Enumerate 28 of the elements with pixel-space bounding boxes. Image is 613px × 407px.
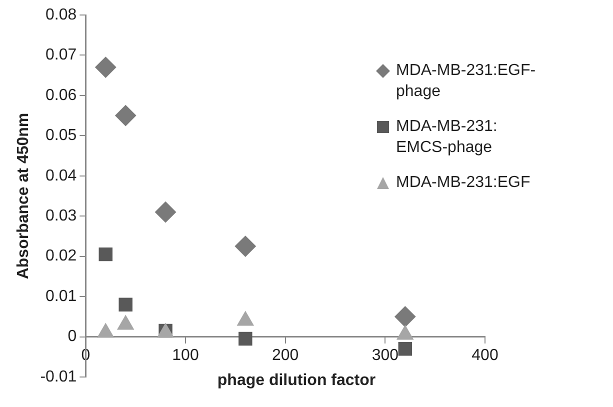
- point: [394, 306, 416, 328]
- x-tick-label: 400: [472, 346, 498, 364]
- x-axis-title: phage dilution factor: [216, 372, 377, 390]
- y-tick-label: 0.06: [46, 86, 77, 104]
- y-tick-label: 0.07: [46, 46, 77, 64]
- y-axis-title: Absorbance at 450nm: [15, 112, 32, 280]
- point: [98, 247, 112, 262]
- point: [95, 56, 116, 78]
- y-tick-label: -0.01: [40, 368, 77, 386]
- y-tick-label: 0.04: [46, 167, 77, 184]
- point: [238, 332, 252, 346]
- y-tick-label: 0.08: [46, 6, 77, 24]
- point: [118, 298, 132, 312]
- y-tick-label: 0.03: [46, 208, 77, 225]
- y-tick-label: 0.05: [46, 127, 77, 144]
- y-tick-label: 0.01: [46, 288, 77, 305]
- point: [234, 236, 256, 257]
- legend-label: MDA-MB-231: EMCS-phage: [396, 117, 498, 158]
- y-tick-label: 0: [68, 328, 77, 346]
- y-tick-label: 0.02: [46, 248, 77, 265]
- legend-label: MDA-MB-231:EGF: [396, 173, 532, 193]
- x-tick-label: 200: [272, 346, 299, 364]
- point: [115, 105, 136, 126]
- x-tick-label: 100: [172, 346, 199, 364]
- point: [155, 202, 176, 223]
- legend-label: MDA-MB-231:EGF-phage: [396, 61, 537, 102]
- x-tick-label: 300: [372, 346, 399, 364]
- point: [398, 342, 412, 356]
